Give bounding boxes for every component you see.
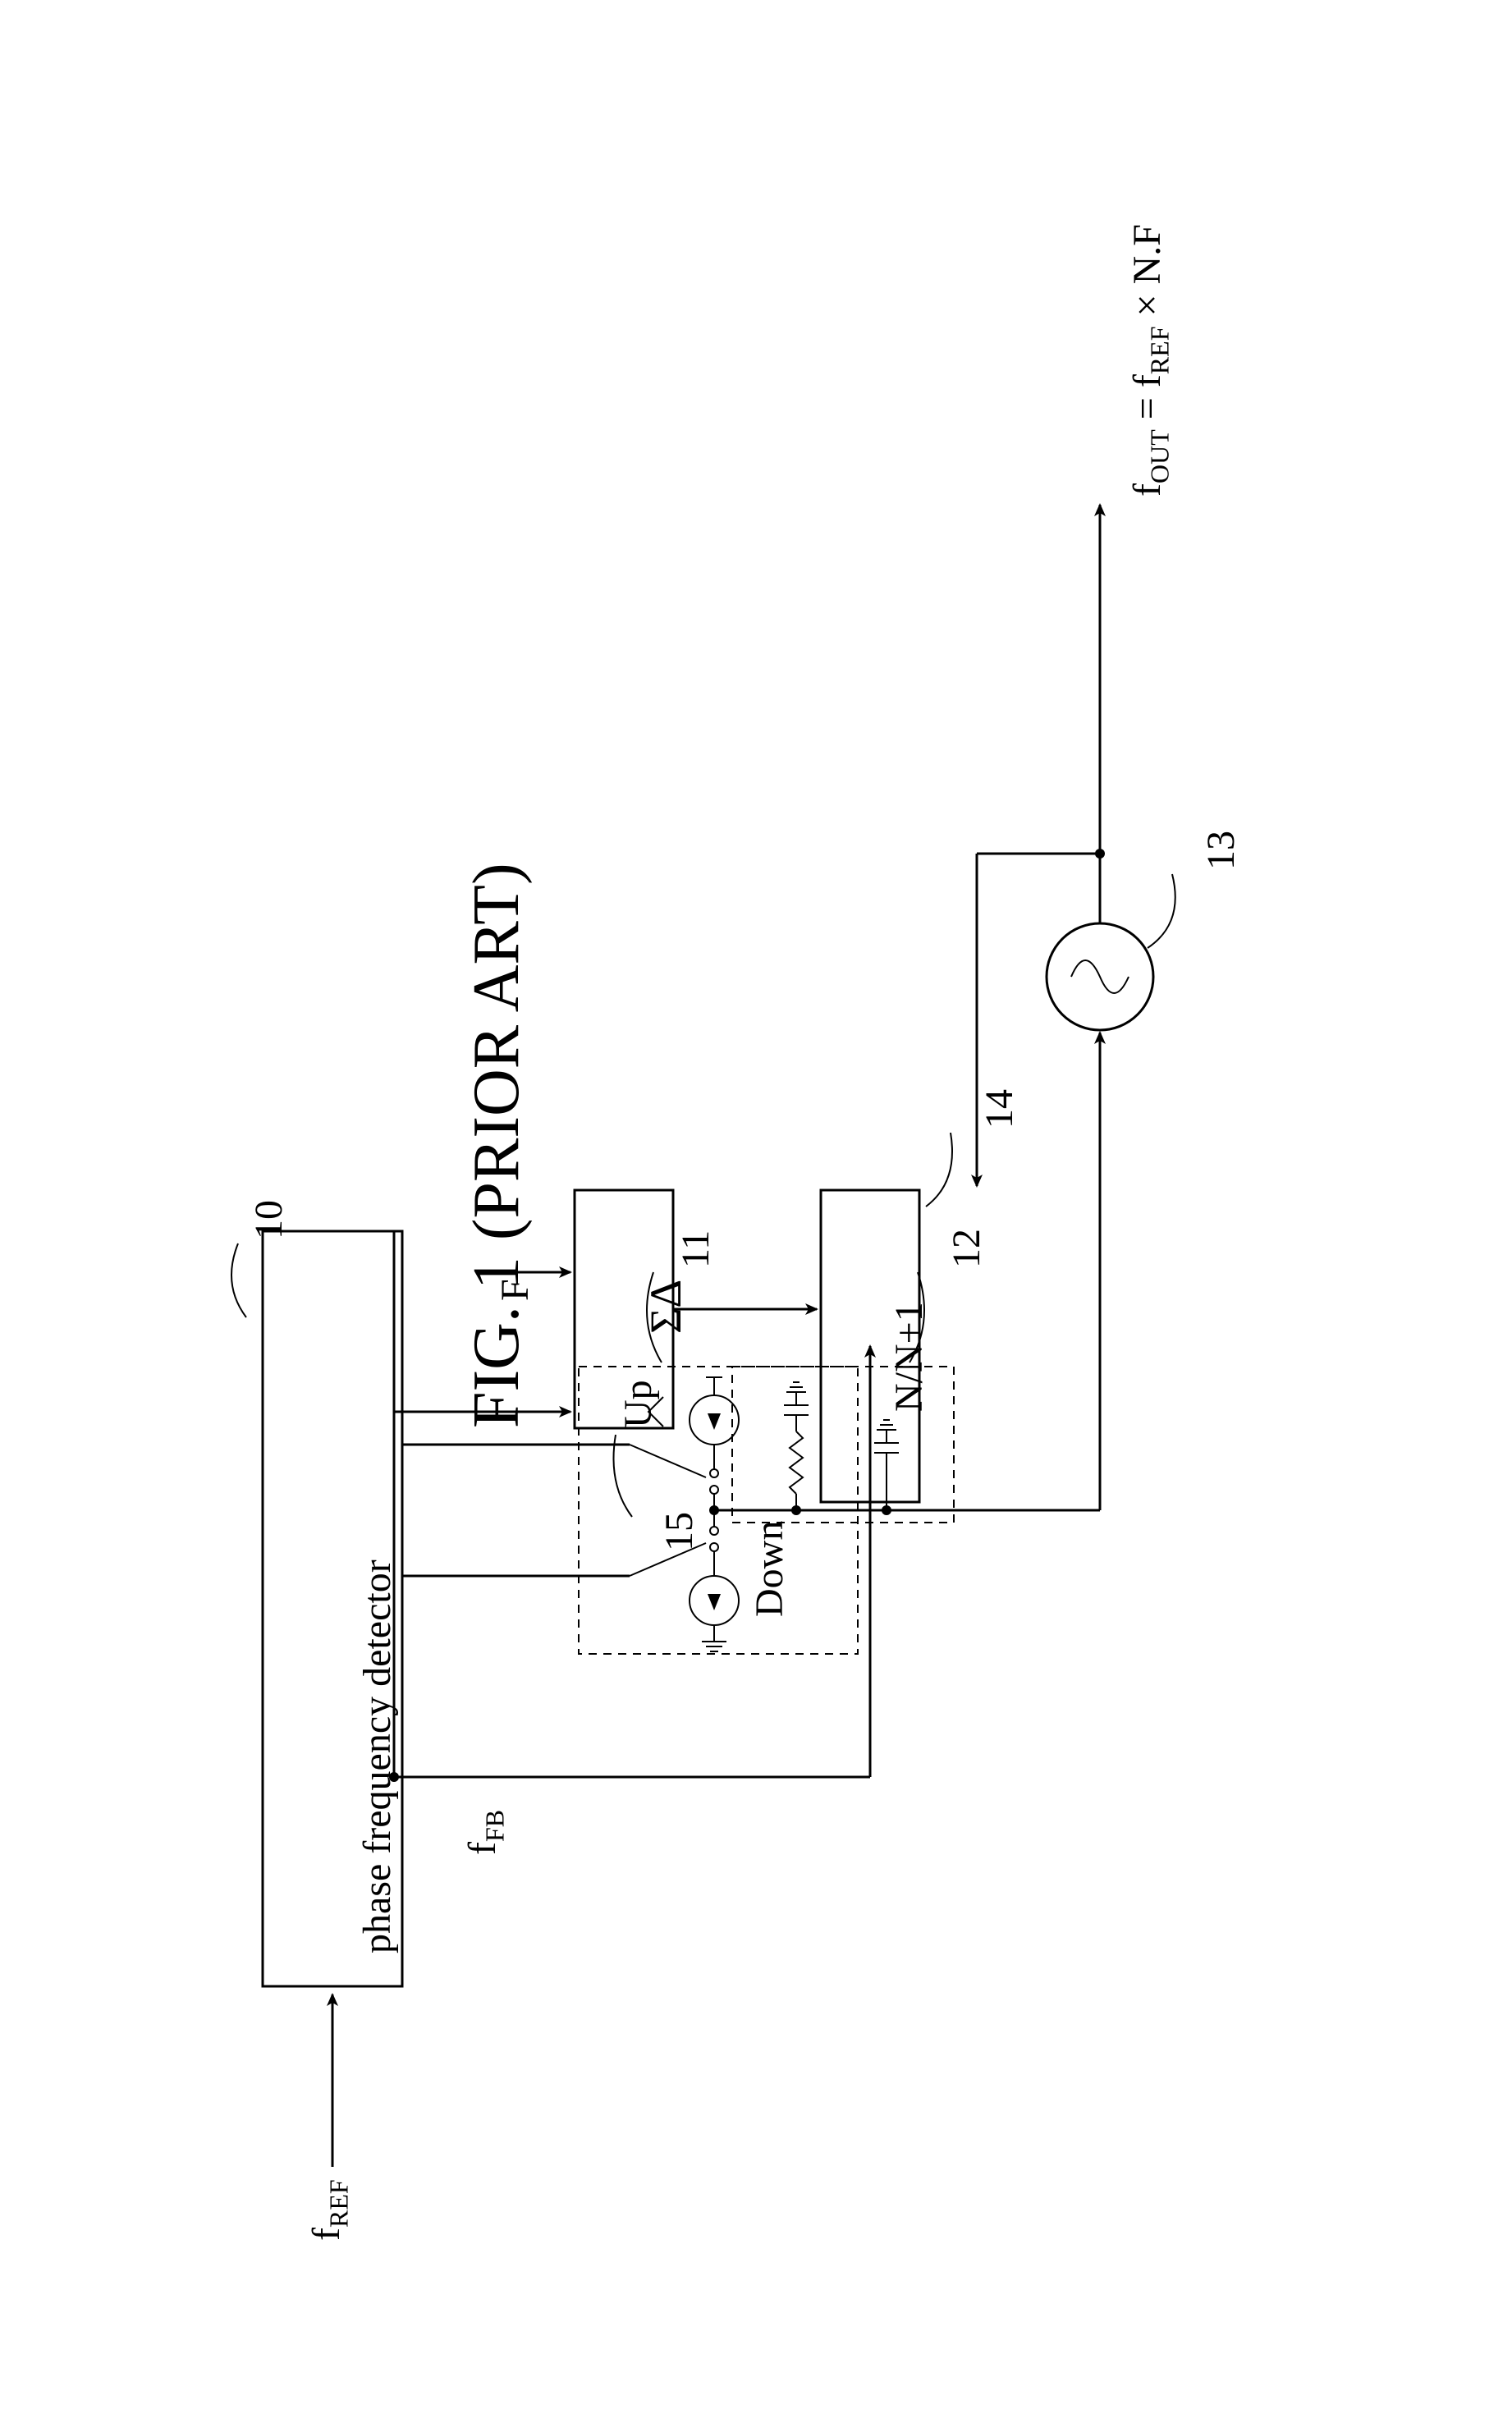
switch-up: [630, 1445, 706, 1477]
leader-13: [1148, 874, 1175, 948]
label-pfd: phase frequency detector: [355, 1559, 400, 1953]
label-div: N/N+1: [887, 1302, 932, 1412]
leader-14: [926, 1133, 952, 1207]
lf-resistor: [790, 1431, 803, 1494]
vco-sine-icon: [1071, 960, 1129, 993]
ref-13: 13: [1198, 831, 1244, 870]
label-up: Up: [616, 1380, 661, 1428]
label-sd: ΣΔ: [640, 1280, 691, 1334]
label-out-eq: fOUT = fREF × N.F: [1125, 224, 1175, 497]
label-ffb: fFB: [460, 1810, 511, 1855]
diagram-svg: [0, 0, 1512, 2409]
ref-10: 10: [246, 1200, 291, 1239]
label-down: Down: [747, 1521, 792, 1617]
label-fref: fREF: [304, 2179, 355, 2241]
leader-10: [231, 1243, 246, 1317]
ref-11: 11: [673, 1230, 718, 1268]
figure-caption: FIG. 1 (PRIOR ART): [460, 863, 534, 1428]
leader-15: [614, 1435, 633, 1517]
figure-page: FIG. 1 (PRIOR ART) fREF phase frequency …: [0, 0, 1512, 2409]
ref-14: 14: [977, 1089, 1022, 1129]
label-frac: F: [493, 1279, 538, 1301]
ref-15: 15: [657, 1512, 702, 1551]
ref-12: 12: [944, 1229, 989, 1268]
